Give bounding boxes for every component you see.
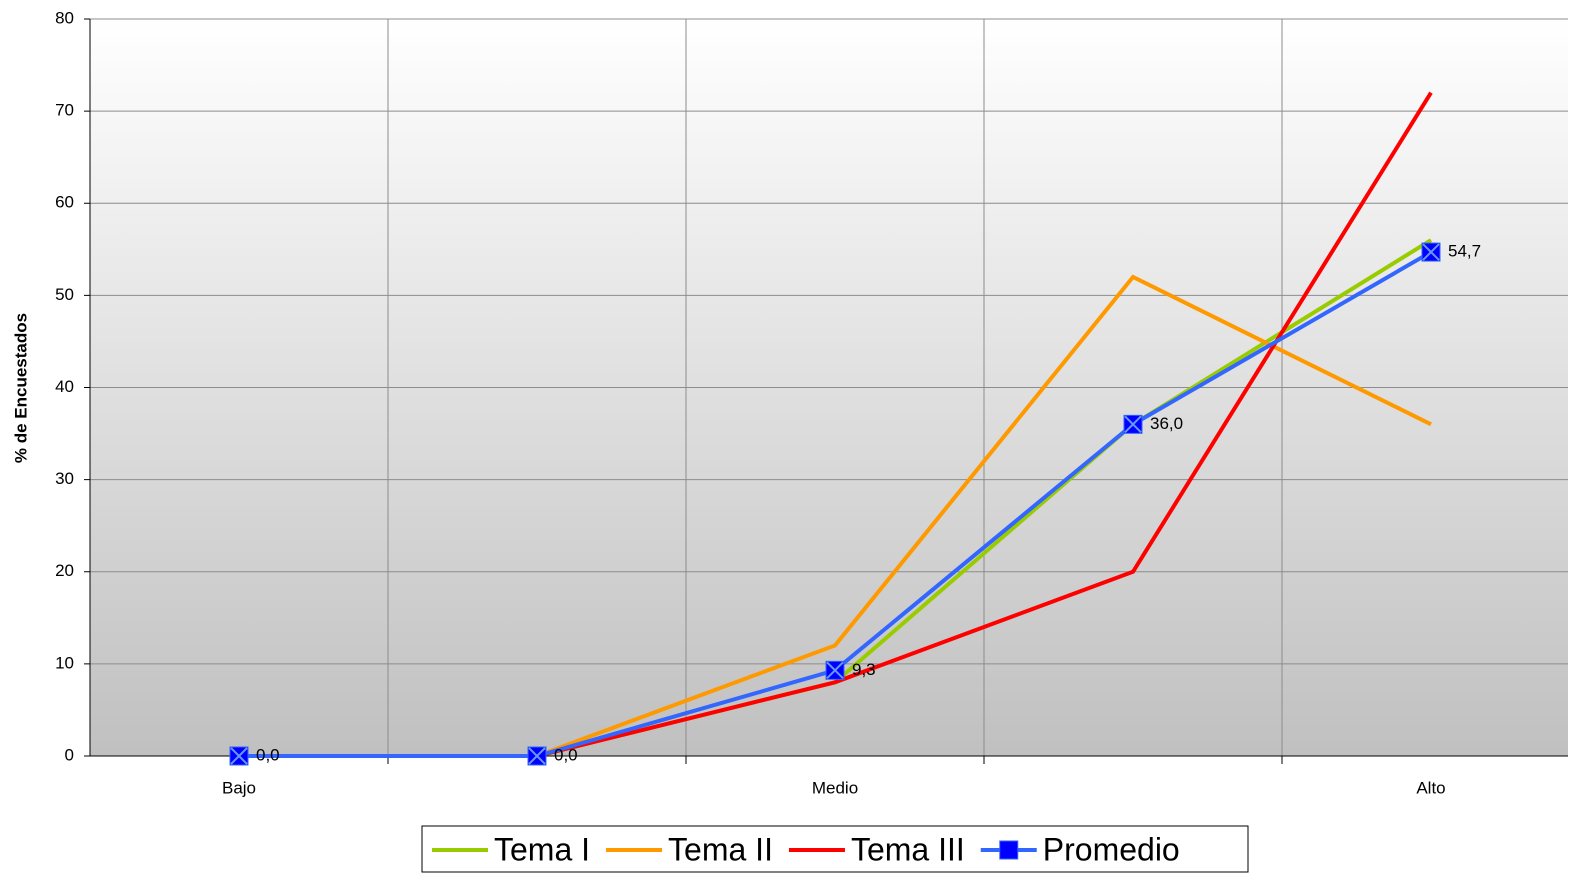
legend-label: Tema I [494, 831, 590, 867]
legend-label: Promedio [1043, 831, 1180, 867]
marker-x [528, 747, 546, 765]
y-tick-label: 60 [55, 193, 74, 212]
y-tick-label: 70 [55, 101, 74, 120]
legend-label: Tema II [668, 831, 773, 867]
value-label: 9,3 [852, 660, 876, 679]
y-tick-label: 30 [55, 469, 74, 488]
value-label: 0,0 [256, 745, 280, 764]
y-tick-label: 10 [55, 653, 74, 672]
y-tick-label: 40 [55, 377, 74, 396]
marker-x [826, 661, 844, 680]
y-tick-label: 80 [55, 8, 74, 27]
y-axis-title: % de Encuestados [11, 313, 30, 463]
marker-x [230, 747, 248, 765]
legend-marker [999, 840, 1019, 860]
y-tick-label: 20 [55, 561, 74, 580]
y-tick-label: 50 [55, 285, 74, 304]
y-tick-label: 0 [65, 745, 74, 764]
marker-x [1124, 415, 1142, 434]
x-tick-label: Medio [812, 778, 858, 797]
x-tick-label: Bajo [222, 778, 256, 797]
x-tick-label: Alto [1416, 778, 1445, 797]
value-label: 54,7 [1448, 242, 1481, 261]
marker-x [1422, 243, 1440, 261]
legend-label: Tema III [851, 831, 965, 867]
value-label: 0,0 [554, 745, 578, 764]
value-label: 36,0 [1150, 414, 1183, 433]
